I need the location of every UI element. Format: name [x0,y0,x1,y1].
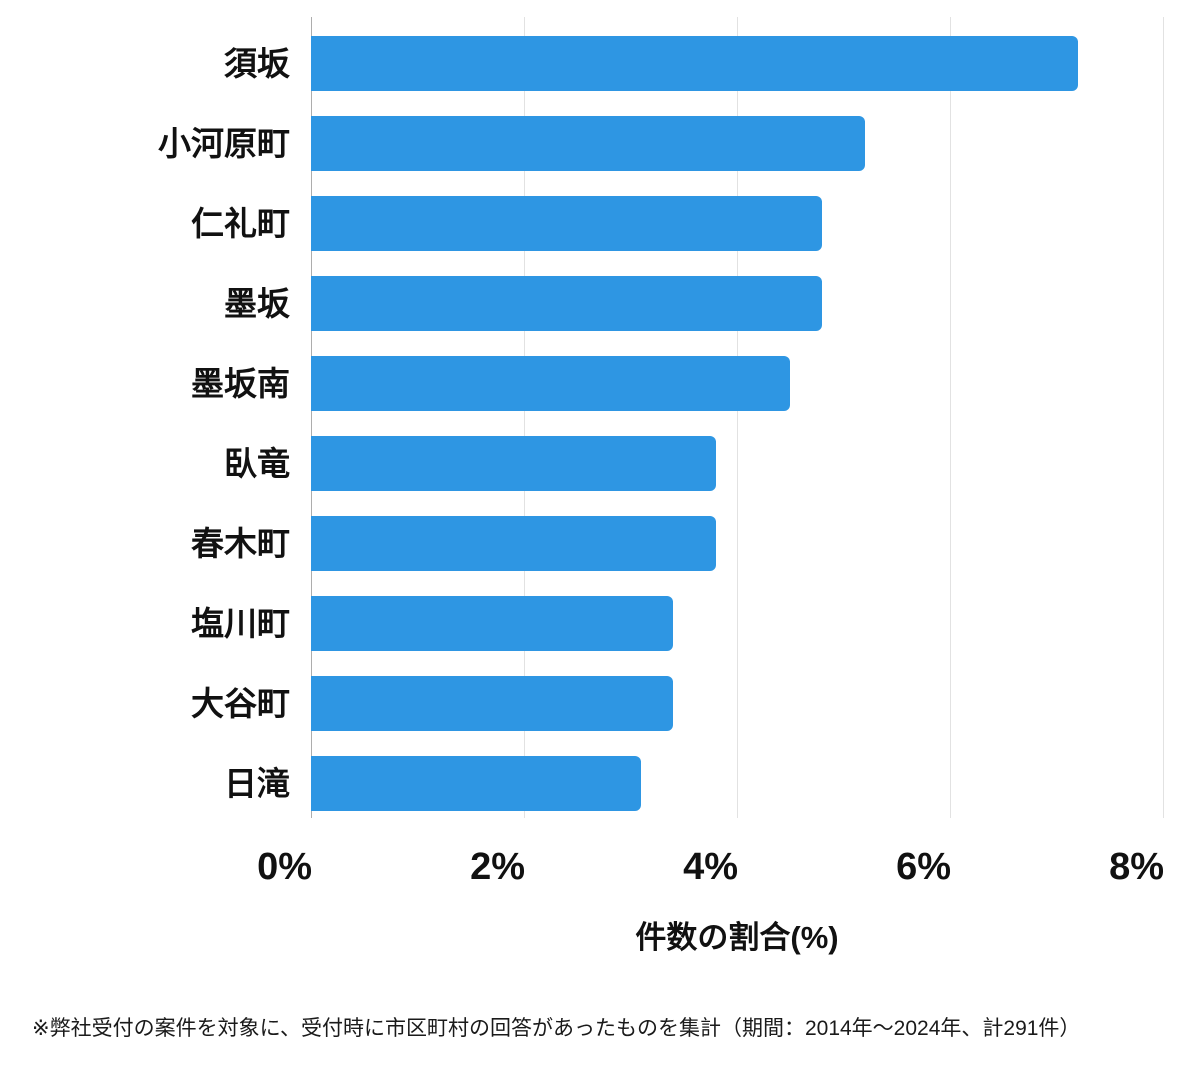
bar-塩川町 [311,596,673,651]
x-tick-label: 0% [257,846,312,888]
bar-大谷町 [311,676,673,731]
plot-area [311,17,1164,818]
bar-臥竜 [311,436,716,491]
x-tick-label: 2% [470,846,525,888]
category-label: 春木町 [191,525,290,562]
gridline [737,17,738,818]
bar-日滝 [311,756,641,811]
bar-墨坂南 [311,356,790,411]
category-label: 仁礼町 [191,205,290,242]
category-label: 小河原町 [158,125,290,162]
bar-小河原町 [311,116,865,171]
footnote: ※弊社受付の案件を対象に、受付時に市区町村の回答があったものを集計（期間：201… [32,1017,1081,1040]
category-label: 臥竜 [224,445,290,482]
category-label: 日滝 [224,765,290,802]
gridline [1163,17,1164,818]
category-label: 墨坂南 [191,365,290,402]
x-tick-label: 6% [896,846,951,888]
bar-墨坂 [311,276,822,331]
bar-仁礼町 [311,196,822,251]
gridline [524,17,525,818]
category-label: 塩川町 [191,605,290,642]
gridline [950,17,951,818]
y-axis-line [311,17,312,818]
category-label: 墨坂 [224,285,290,322]
category-label: 須坂 [224,45,290,82]
bar-須坂 [311,36,1078,91]
category-label: 大谷町 [191,685,290,722]
x-axis-title: 件数の割合(%) [635,920,839,955]
x-tick-label: 4% [683,846,738,888]
bar-春木町 [311,516,716,571]
x-tick-label: 8% [1109,846,1164,888]
